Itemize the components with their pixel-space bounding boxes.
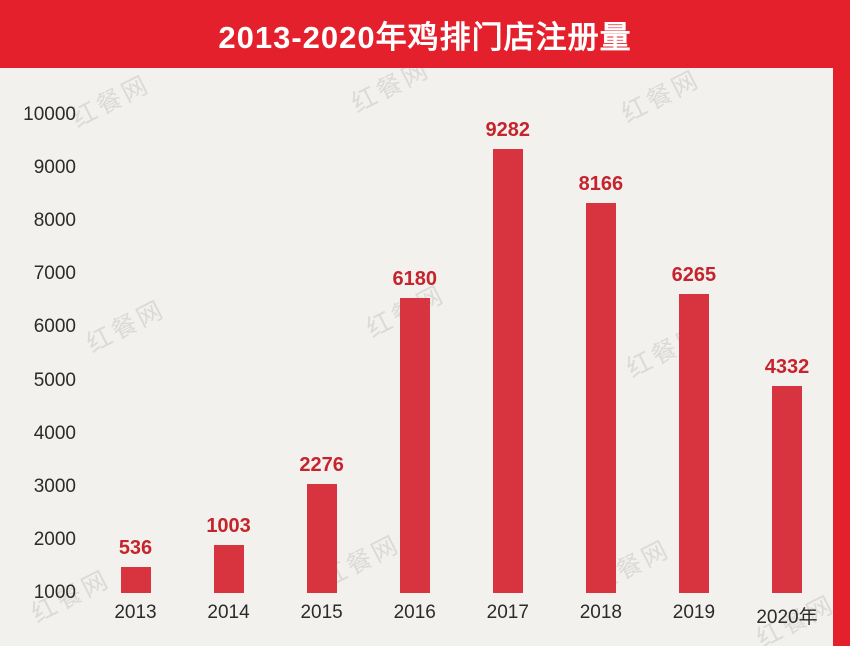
y-tick-label: 8000	[33, 210, 76, 232]
x-axis-label: 2019	[672, 602, 716, 623]
y-tick-label: 9000	[33, 157, 76, 179]
value-label: 2276	[299, 454, 344, 477]
x-axis-label: 2020年	[756, 607, 818, 628]
x-axis-label: 2017	[486, 602, 529, 623]
bar-2014	[213, 545, 244, 593]
y-tick-label: 10000	[23, 104, 76, 125]
y-tick-label: 6000	[33, 316, 76, 338]
bar-2019	[678, 293, 709, 593]
x-axis-label: 2013	[114, 602, 157, 623]
bar-2017	[492, 149, 523, 593]
x-axis-label: 2015	[300, 602, 343, 623]
value-label: 6180	[392, 267, 437, 290]
header-banner: 2013-2020年鸡排门店注册量	[0, 0, 850, 68]
value-label: 8166	[578, 172, 624, 195]
x-axis-label: 2014	[207, 602, 250, 623]
value-label: 536	[118, 537, 153, 560]
y-tick-label: 4000	[33, 422, 76, 444]
value-label: 6265	[671, 263, 717, 286]
bar-2020	[771, 385, 802, 593]
bar-chart: 1000 2000 3000 4000 5000 6000 7000 8000 9000 1000…	[0, 68, 833, 646]
x-axis-label: 2018	[579, 602, 622, 623]
y-tick-label: 2000	[33, 528, 76, 550]
x-axis-label: 2016	[393, 602, 436, 623]
y-tick-label: 3000	[33, 475, 76, 497]
bar-2013	[120, 567, 151, 593]
chart-title: 2013-2020年鸡排门店注册量	[218, 19, 632, 55]
y-tick-label: 7000	[33, 263, 76, 285]
bar-2018	[585, 202, 616, 593]
y-tick-label: 5000	[33, 369, 76, 391]
bar-2015	[306, 484, 337, 593]
value-label: 1003	[206, 515, 251, 538]
value-label: 4332	[764, 355, 810, 378]
right-stripe	[833, 0, 850, 646]
y-tick-label: 1000	[33, 582, 76, 603]
value-label: 9282	[485, 119, 531, 142]
bar-2016	[399, 297, 430, 593]
